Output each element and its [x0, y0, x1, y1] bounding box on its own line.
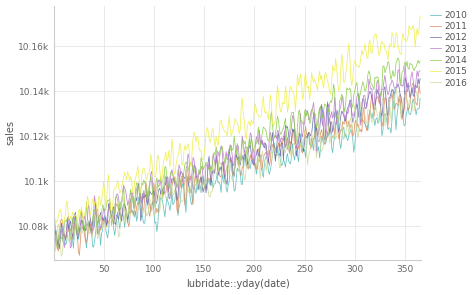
2016	[198, 188, 204, 191]
2012	[153, 202, 159, 205]
2012	[401, 104, 407, 107]
2012	[56, 247, 62, 250]
2015	[130, 190, 136, 194]
2010	[152, 222, 158, 225]
2014	[55, 247, 60, 251]
2010	[129, 209, 135, 213]
2012	[130, 211, 136, 214]
2016	[58, 255, 64, 258]
2013	[52, 212, 57, 216]
2013	[366, 77, 372, 81]
Legend: 2010, 2011, 2012, 2013, 2014, 2015, 2016: 2010, 2011, 2012, 2013, 2014, 2015, 2016	[429, 10, 468, 88]
2011	[77, 253, 82, 257]
2013	[68, 246, 73, 250]
2015	[198, 148, 204, 152]
Line: 2010: 2010	[55, 89, 420, 255]
2012	[417, 77, 423, 80]
2013	[402, 64, 408, 68]
2012	[402, 76, 408, 79]
2014	[52, 230, 57, 234]
Line: 2012: 2012	[55, 77, 420, 249]
2011	[52, 233, 57, 236]
2015	[200, 158, 206, 162]
Line: 2016: 2016	[55, 88, 420, 256]
2011	[417, 92, 423, 95]
2013	[198, 167, 204, 171]
2015	[366, 42, 372, 45]
2012	[52, 236, 57, 240]
2015	[401, 37, 407, 41]
2015	[417, 14, 423, 18]
2014	[200, 168, 206, 172]
2013	[153, 197, 159, 201]
2015	[52, 218, 57, 221]
2011	[198, 174, 204, 178]
2016	[52, 250, 57, 254]
2014	[130, 199, 136, 202]
Line: 2015: 2015	[55, 16, 420, 225]
2015	[153, 175, 159, 178]
2014	[417, 60, 423, 63]
2013	[200, 176, 206, 179]
2010	[401, 124, 407, 127]
2014	[366, 69, 372, 73]
2011	[410, 81, 416, 85]
2012	[366, 93, 372, 97]
2014	[198, 155, 204, 159]
2016	[366, 108, 372, 112]
X-axis label: lubridate::yday(date): lubridate::yday(date)	[186, 279, 290, 289]
2010	[197, 183, 203, 186]
2013	[401, 76, 407, 80]
2016	[130, 213, 136, 217]
2011	[153, 212, 159, 215]
2010	[199, 180, 205, 183]
2014	[395, 56, 401, 60]
2013	[130, 191, 136, 195]
2016	[200, 186, 206, 190]
2011	[401, 109, 407, 113]
2010	[391, 87, 397, 91]
Y-axis label: sales: sales	[6, 120, 16, 145]
Line: 2013: 2013	[55, 66, 420, 248]
2010	[365, 129, 371, 132]
2011	[200, 188, 206, 191]
2015	[74, 223, 80, 227]
2013	[417, 69, 423, 73]
Line: 2011: 2011	[55, 83, 420, 255]
2014	[153, 182, 159, 185]
2016	[393, 87, 399, 90]
2014	[402, 60, 408, 64]
2010	[417, 97, 423, 100]
2016	[402, 93, 408, 96]
2016	[417, 102, 423, 106]
2016	[153, 197, 159, 201]
2010	[52, 253, 57, 256]
2011	[130, 195, 136, 199]
2011	[366, 113, 372, 117]
2012	[198, 176, 204, 179]
2012	[200, 190, 206, 194]
Line: 2014: 2014	[55, 58, 420, 249]
